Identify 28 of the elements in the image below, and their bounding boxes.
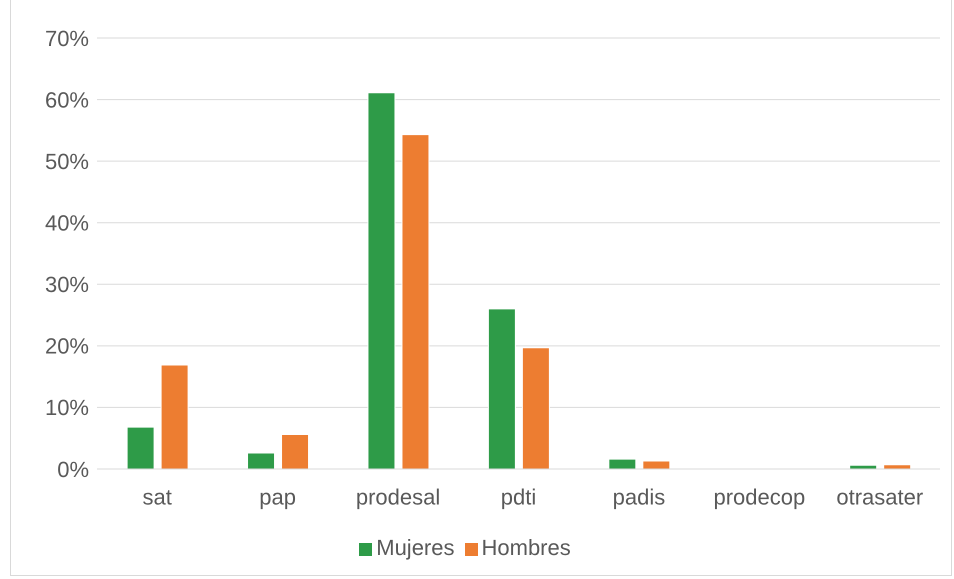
y-tick-label: 20% bbox=[44, 334, 89, 359]
y-tick-label: 50% bbox=[44, 148, 89, 174]
x-tick-label: padis bbox=[612, 484, 666, 510]
bar bbox=[281, 434, 310, 469]
y-tick-label: 70% bbox=[44, 26, 89, 51]
bar bbox=[160, 364, 189, 469]
y-tick-label: 0% bbox=[57, 456, 89, 482]
x-tick-label: prodesal bbox=[356, 484, 440, 510]
bar bbox=[488, 308, 516, 469]
legend-label: Hombres bbox=[482, 535, 571, 560]
x-tick-label: sat bbox=[142, 484, 172, 510]
x-tick-label: otrasater bbox=[836, 484, 924, 510]
legend-label: Mujeres bbox=[376, 535, 454, 560]
y-tick-label: 40% bbox=[44, 210, 89, 236]
bar bbox=[401, 134, 430, 469]
bar bbox=[642, 460, 670, 469]
y-tick-label: 60% bbox=[44, 87, 89, 112]
bar bbox=[247, 452, 276, 469]
x-tick-label: pap bbox=[259, 484, 296, 510]
bar bbox=[522, 347, 550, 469]
bar bbox=[883, 464, 912, 469]
bar bbox=[608, 458, 636, 469]
bar bbox=[367, 92, 396, 469]
y-tick-label: 10% bbox=[44, 395, 89, 420]
bar bbox=[126, 426, 155, 469]
y-tick-label: 30% bbox=[44, 272, 89, 298]
x-tick-label: prodecop bbox=[713, 484, 806, 510]
x-tick-label: pdti bbox=[500, 484, 536, 510]
